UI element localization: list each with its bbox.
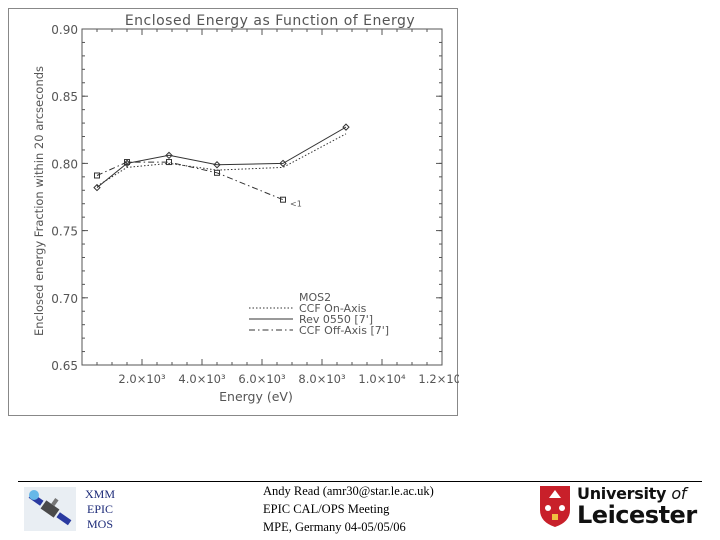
x-tick-label: 2.0×10³: [118, 372, 166, 386]
data-point-diamond: [93, 183, 101, 192]
university-word-main: University: [577, 484, 672, 503]
series-line-2: [96, 161, 284, 201]
university-word-of: of: [671, 484, 687, 503]
chart-frame: Enclosed Energy as Function of Energy 0.6…: [8, 8, 459, 416]
x-axis-label: Energy (eV): [219, 389, 293, 404]
data-point-diamond: [165, 151, 173, 160]
y-tick-label: 0.75: [51, 225, 78, 239]
y-tick-label: 0.65: [51, 359, 78, 373]
data-point-diamond: [342, 123, 350, 131]
university-name: Leicester: [577, 501, 697, 529]
university-logo: University of Leicester: [538, 484, 704, 530]
chart-title: Enclosed Energy as Function of Energy: [125, 13, 415, 29]
mission-line-epic: EPIC: [86, 502, 113, 516]
series-line-0: [96, 133, 347, 187]
y-tick-label: 0.70: [51, 292, 78, 306]
data-point-square: [124, 159, 130, 166]
legend-entry: CCF Off-Axis [7']: [299, 324, 389, 337]
data-point-diamond: [213, 161, 221, 169]
chart-annotation: <1: [290, 199, 302, 208]
legend-entry: Rev 0550 [7']: [299, 313, 373, 326]
x-tick-label: 1.2×10⁴: [418, 372, 459, 386]
x-tick-label: 4.0×10³: [178, 372, 226, 386]
x-tick-label: 1.0×10⁴: [358, 372, 406, 386]
data-point-square: [94, 172, 100, 179]
y-tick-label: 0.90: [51, 23, 78, 37]
location-date-line: MPE, Germany 04-05/05/06: [263, 520, 406, 534]
data-point-diamond: [279, 159, 287, 168]
y-axis-label: Enclosed energy Fraction within 20 arcse…: [32, 66, 46, 336]
x-tick-label: 6.0×10³: [238, 372, 286, 386]
footer-divider: [18, 481, 702, 482]
enclosed-energy-chart: Enclosed Energy as Function of Energy 0.6…: [32, 13, 459, 404]
y-tick-label: 0.85: [51, 90, 78, 104]
plot-area: [81, 28, 443, 366]
data-point-square: [214, 169, 220, 176]
mission-line-mos: MOS: [86, 517, 113, 531]
legend-title: MOS2: [299, 291, 331, 304]
data-point-square: [166, 159, 172, 166]
mission-label: XMM EPIC MOS: [80, 487, 120, 532]
university-word: University of: [577, 484, 687, 503]
series-line-1: [96, 126, 347, 188]
author-info: Andy Read (amr30@star.le.ac.uk) EPIC CAL…: [263, 482, 503, 536]
mission-line-xmm: XMM: [84, 487, 115, 501]
x-tick-label: 8.0×10³: [298, 372, 346, 386]
meeting-line: EPIC CAL/OPS Meeting: [263, 502, 390, 516]
data-point-square: [280, 196, 286, 203]
y-tick-label: 0.80: [51, 157, 78, 171]
university-crest-icon: [540, 486, 570, 527]
legend-entry: CCF On-Axis: [299, 302, 367, 315]
satellite-icon: [24, 487, 76, 531]
author-line: Andy Read (amr30@star.le.ac.uk): [263, 484, 434, 498]
